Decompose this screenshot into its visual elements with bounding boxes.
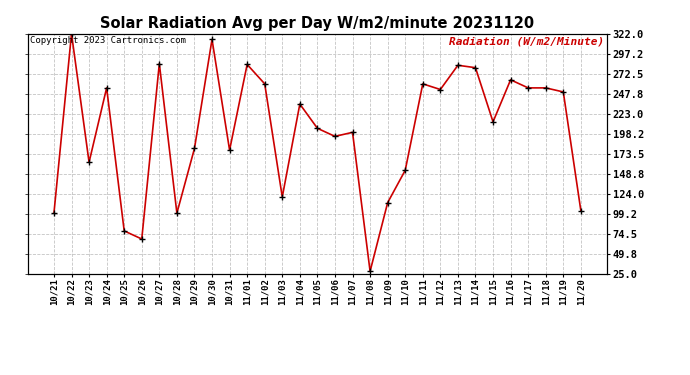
Text: Radiation (W/m2/Minute): Radiation (W/m2/Minute) <box>449 36 604 46</box>
Text: Copyright 2023 Cartronics.com: Copyright 2023 Cartronics.com <box>30 36 186 45</box>
Title: Solar Radiation Avg per Day W/m2/minute 20231120: Solar Radiation Avg per Day W/m2/minute … <box>100 16 535 31</box>
